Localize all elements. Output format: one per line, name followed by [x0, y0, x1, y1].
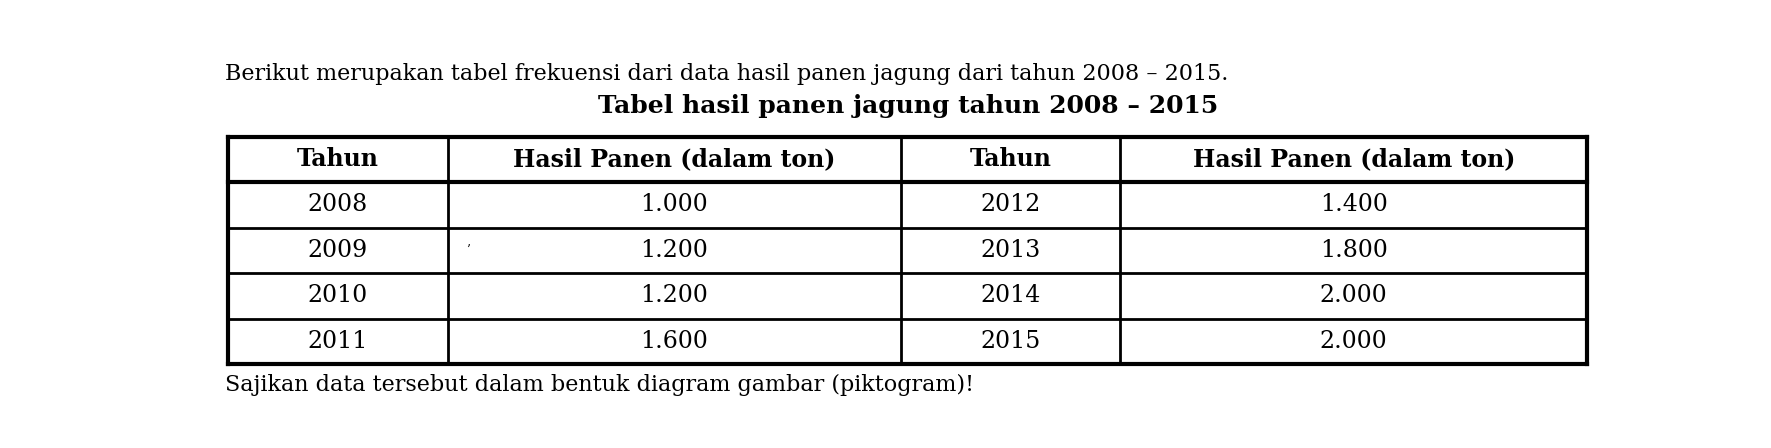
Text: 1.400: 1.400 — [1319, 194, 1388, 216]
Text: Tahun: Tahun — [971, 147, 1052, 171]
Text: 1.800: 1.800 — [1319, 239, 1388, 262]
Text: 1.000: 1.000 — [641, 194, 708, 216]
Text: 2009: 2009 — [308, 239, 368, 262]
Text: Hasil Panen (dalam ton): Hasil Panen (dalam ton) — [514, 147, 836, 171]
Text: 2013: 2013 — [981, 239, 1041, 262]
Text: 1.200: 1.200 — [641, 284, 708, 307]
Text: Sajikan data tersebut dalam bentuk diagram gambar (piktogram)!: Sajikan data tersebut dalam bentuk diagr… — [225, 374, 974, 396]
Text: 2012: 2012 — [981, 194, 1041, 216]
Text: Hasil Panen (dalam ton): Hasil Panen (dalam ton) — [1192, 147, 1514, 171]
Text: 2008: 2008 — [308, 194, 368, 216]
Text: 2014: 2014 — [981, 284, 1041, 307]
Text: 1.200: 1.200 — [641, 239, 708, 262]
Text: ’: ’ — [466, 244, 471, 257]
Text: 2010: 2010 — [308, 284, 368, 307]
Text: 1.600: 1.600 — [641, 330, 708, 353]
Text: 2011: 2011 — [308, 330, 368, 353]
Text: Tabel hasil panen jagung tahun 2008 – 2015: Tabel hasil panen jagung tahun 2008 – 20… — [597, 94, 1218, 117]
Text: 2.000: 2.000 — [1319, 284, 1388, 307]
Text: Berikut merupakan tabel frekuensi dari data hasil panen jagung dari tahun 2008 –: Berikut merupakan tabel frekuensi dari d… — [225, 64, 1229, 86]
Text: Tahun: Tahun — [298, 147, 379, 171]
Text: 2.000: 2.000 — [1319, 330, 1388, 353]
Text: 2015: 2015 — [981, 330, 1041, 353]
